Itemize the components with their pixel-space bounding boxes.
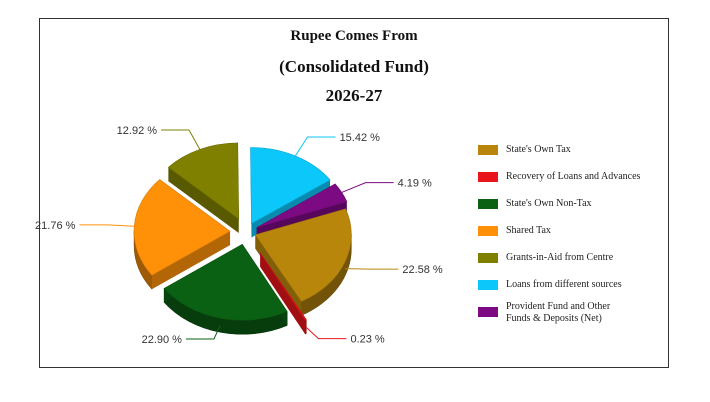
legend-swatch: [478, 253, 498, 263]
pie-slices: [133, 142, 352, 335]
legend-swatch: [478, 145, 498, 155]
legend-swatch: [478, 226, 498, 236]
leader-line: [161, 129, 201, 150]
legend-swatch: [478, 199, 498, 209]
slice-value-label: 15.42 %: [340, 132, 381, 144]
pie-slice: [254, 208, 352, 316]
legend-swatch: [478, 307, 498, 317]
slice-value-label: 0.23 %: [350, 334, 384, 346]
chart-title: Rupee Comes From: [290, 28, 418, 44]
leader-line: [294, 136, 336, 157]
chart-year: 2026-27: [325, 86, 383, 105]
leader-line: [305, 326, 347, 340]
legend-swatch: [478, 280, 498, 290]
leader-line: [341, 182, 394, 193]
leader-line: [79, 224, 135, 227]
pie-slice: [259, 252, 307, 335]
legend-label: Recovery of Loans and Advances: [506, 171, 641, 182]
legend-label: Shared Tax: [506, 225, 551, 236]
legend-label: Provident Fund and Other Funds & Deposits…: [506, 301, 611, 324]
leader-line: [185, 325, 221, 340]
slice-value-label: 21.76 %: [35, 220, 76, 232]
pie-slice: [133, 179, 231, 290]
slice-value-label: 12.92 %: [117, 125, 158, 137]
legend-label: State's Own Non-Tax: [506, 198, 592, 209]
slice-value-label: 22.90 %: [142, 334, 183, 346]
legend-label: Grants-in-Aid from Centre: [506, 252, 614, 263]
chart-subtitle: (Consolidated Fund): [279, 57, 429, 76]
leader-line: [345, 268, 399, 270]
legend: State's Own Tax Recovery of Loans and Adv…: [478, 144, 641, 324]
legend-swatch: [478, 172, 498, 182]
pie-slice: [167, 142, 240, 233]
legend-label: State's Own Tax: [506, 144, 571, 155]
chart-frame: [39, 18, 669, 368]
legend-label: Loans from different sources: [506, 279, 622, 290]
pie-value-labels: 22.58 % 0.23 % 22.90 % 21.76 % 12.92 % 15.42 …: [35, 125, 443, 346]
slice-value-label: 4.19 %: [398, 178, 432, 190]
pie-slice: [163, 243, 288, 335]
slice-value-label: 22.58 %: [402, 264, 443, 276]
